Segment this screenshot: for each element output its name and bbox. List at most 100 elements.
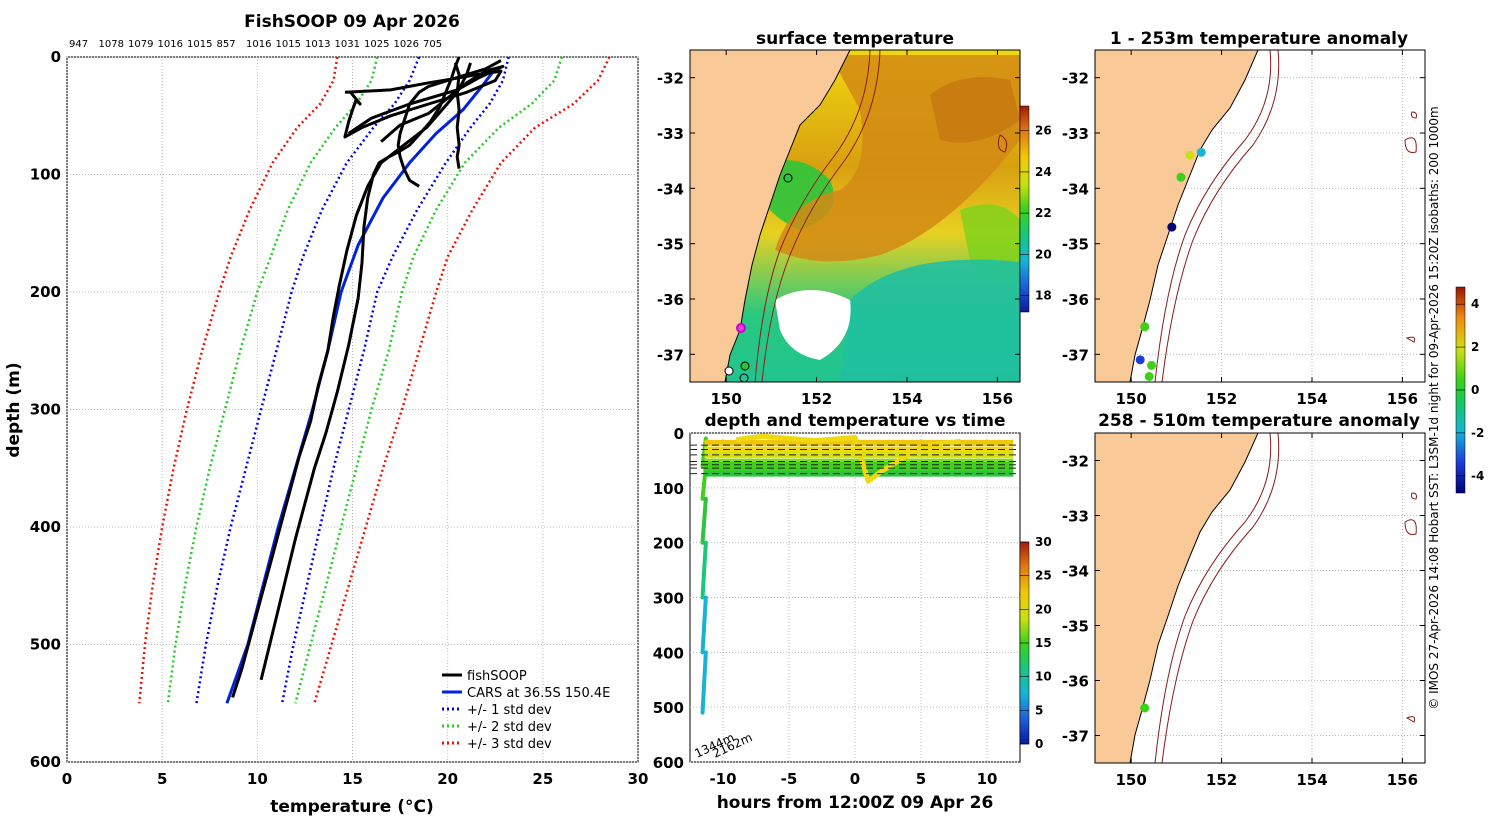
sst-marker [739, 373, 749, 383]
map-ytick: -37 [657, 346, 684, 364]
profile-legend: fishSOOP CARS at 36.5S 150.4E +/- 1 std … [442, 669, 610, 752]
anom1-point [1135, 355, 1145, 365]
anom2-point [1140, 703, 1150, 713]
colorbar-tick: 22 [1035, 206, 1052, 220]
map-ytick: -36 [1062, 291, 1089, 309]
profile-lines [138, 56, 611, 704]
time-surface-trace [735, 433, 961, 484]
profile-xtick: 10 [247, 770, 268, 788]
profile-ytick: 400 [30, 518, 61, 536]
profile-top-label: 1015 [276, 39, 301, 50]
sst-isobath-200 [754, 50, 871, 382]
profile-top-label: 1031 [335, 39, 360, 50]
profile-top-label: 1025 [364, 39, 389, 50]
time-data [690, 433, 1020, 715]
colorbar-tick: 20 [1035, 602, 1052, 616]
anom2-axes-box [1094, 432, 1426, 764]
sst-colorbar [1019, 105, 1030, 313]
profile-top-label: 947 [69, 39, 88, 50]
profile-series-fishsoop [259, 56, 461, 681]
profile-ytick: 300 [30, 401, 61, 419]
sst-title: surface temperature [756, 29, 954, 49]
profile-title: FishSOOP 09 Apr 2026 [244, 12, 460, 32]
map-ytick: -35 [1062, 236, 1089, 254]
profile-series-fishsoop [343, 69, 503, 139]
map-xtick: 156 [1387, 771, 1418, 789]
profile-top-label: 1013 [305, 39, 330, 50]
profile-series-fishsoop [347, 64, 505, 143]
anom1-point [1167, 222, 1177, 232]
map-ytick: -34 [1062, 563, 1089, 581]
legend-label-std3: +/- 3 std dev [467, 737, 552, 752]
profile-xlabel-unit: (°C) [397, 797, 434, 817]
profile-xtick: 30 [628, 770, 649, 788]
sst-marker [783, 173, 793, 183]
profile-top-label: 705 [423, 39, 442, 50]
anom2-ticks: -32 -33 -34 -35 -36 -37 150 152 154 156 [1062, 433, 1425, 789]
profile-xtick: 20 [437, 770, 458, 788]
time-ytick: 600 [653, 754, 684, 772]
map-ytick: -35 [1062, 618, 1089, 636]
map-xtick: 154 [1296, 390, 1327, 408]
map-xtick: 152 [801, 390, 832, 408]
time-descent-trace [700, 595, 708, 655]
anomaly-map-shallow: -32 -33 -34 -35 -36 -37 150 152 154 156 1 - 253m … [1062, 29, 1426, 408]
map-ytick: -32 [1062, 70, 1089, 88]
map-xtick: 150 [1116, 771, 1147, 789]
anom1-point [1147, 360, 1157, 370]
sst-map: -32 -33 -34 -35 -36 -37 150 152 154 156 surface t… [657, 29, 1052, 408]
map-ytick: -37 [1062, 728, 1089, 746]
map-ytick: -37 [1062, 346, 1089, 364]
anom2-title: 258 - 510m temperature anomaly [1098, 411, 1420, 431]
colorbar-tick: 15 [1035, 636, 1052, 650]
sst-current-position [736, 323, 746, 333]
anom1-ticks: -32 -33 -34 -35 -36 -37 150 152 154 156 [1062, 50, 1425, 408]
colorbar-tick: -2 [1471, 426, 1484, 440]
map-ytick: -36 [1062, 673, 1089, 691]
time-xtick: 10 [977, 770, 998, 788]
anom1-axes-box [1094, 49, 1426, 383]
map-xtick: 154 [1296, 771, 1327, 789]
map-xtick: 152 [1206, 771, 1237, 789]
map-ytick: -34 [657, 180, 684, 198]
map-xtick: 150 [711, 390, 742, 408]
anom1-points [1135, 147, 1206, 381]
map-xtick: 154 [891, 390, 922, 408]
profile-series--1-std-dev [280, 56, 510, 704]
anom2-isobath-1000 [1161, 433, 1280, 763]
anomaly-colorbar-ticks: -4 -2 0 2 4 [1456, 297, 1484, 483]
colorbar-tick: 4 [1471, 297, 1479, 311]
map-ytick: -33 [657, 125, 684, 143]
profile-xtick: 5 [157, 770, 167, 788]
sst-ticks: -32 -33 -34 -35 -36 -37 150 152 154 156 [657, 50, 1020, 408]
time-descent-trace [700, 496, 708, 545]
profile-xlabel-text: temperature [270, 797, 391, 817]
profile-grid [66, 56, 639, 763]
time-grid [690, 432, 1020, 763]
map-ytick: -36 [657, 291, 684, 309]
map-xtick: 156 [982, 390, 1013, 408]
sst-marker [740, 361, 750, 371]
profile-series--3-std-dev [313, 56, 611, 704]
time-descent-trace [700, 540, 708, 600]
colorbar-tick: 20 [1035, 247, 1052, 261]
anom1-point [1176, 172, 1186, 182]
time-xtick: -10 [709, 770, 736, 788]
profile-top-label: 857 [217, 39, 236, 50]
time-colorbar-ticks: 0 5 10 15 20 25 30 [1020, 535, 1052, 751]
profile-xtick: 25 [532, 770, 553, 788]
side-note: © IMOS 27-Apr-2026 14:08 Hobart SST: L3S… [1427, 106, 1441, 709]
profile-top-label: 1016 [158, 39, 183, 50]
colorbar-tick: 10 [1035, 670, 1052, 684]
legend-label-cars: CARS at 36.5S 150.4E [467, 686, 610, 701]
profile-ytick: 600 [30, 753, 61, 771]
colorbar-tick: 2 [1471, 340, 1479, 354]
time-xtick: -5 [781, 770, 798, 788]
legend-label-std1: +/- 1 std dev [467, 703, 552, 718]
anom1-seamounts [1404, 111, 1417, 343]
legend-label-std2: +/- 2 std dev [467, 720, 552, 735]
anom1-land [1095, 50, 1259, 382]
sst-southern-water [840, 259, 1020, 382]
